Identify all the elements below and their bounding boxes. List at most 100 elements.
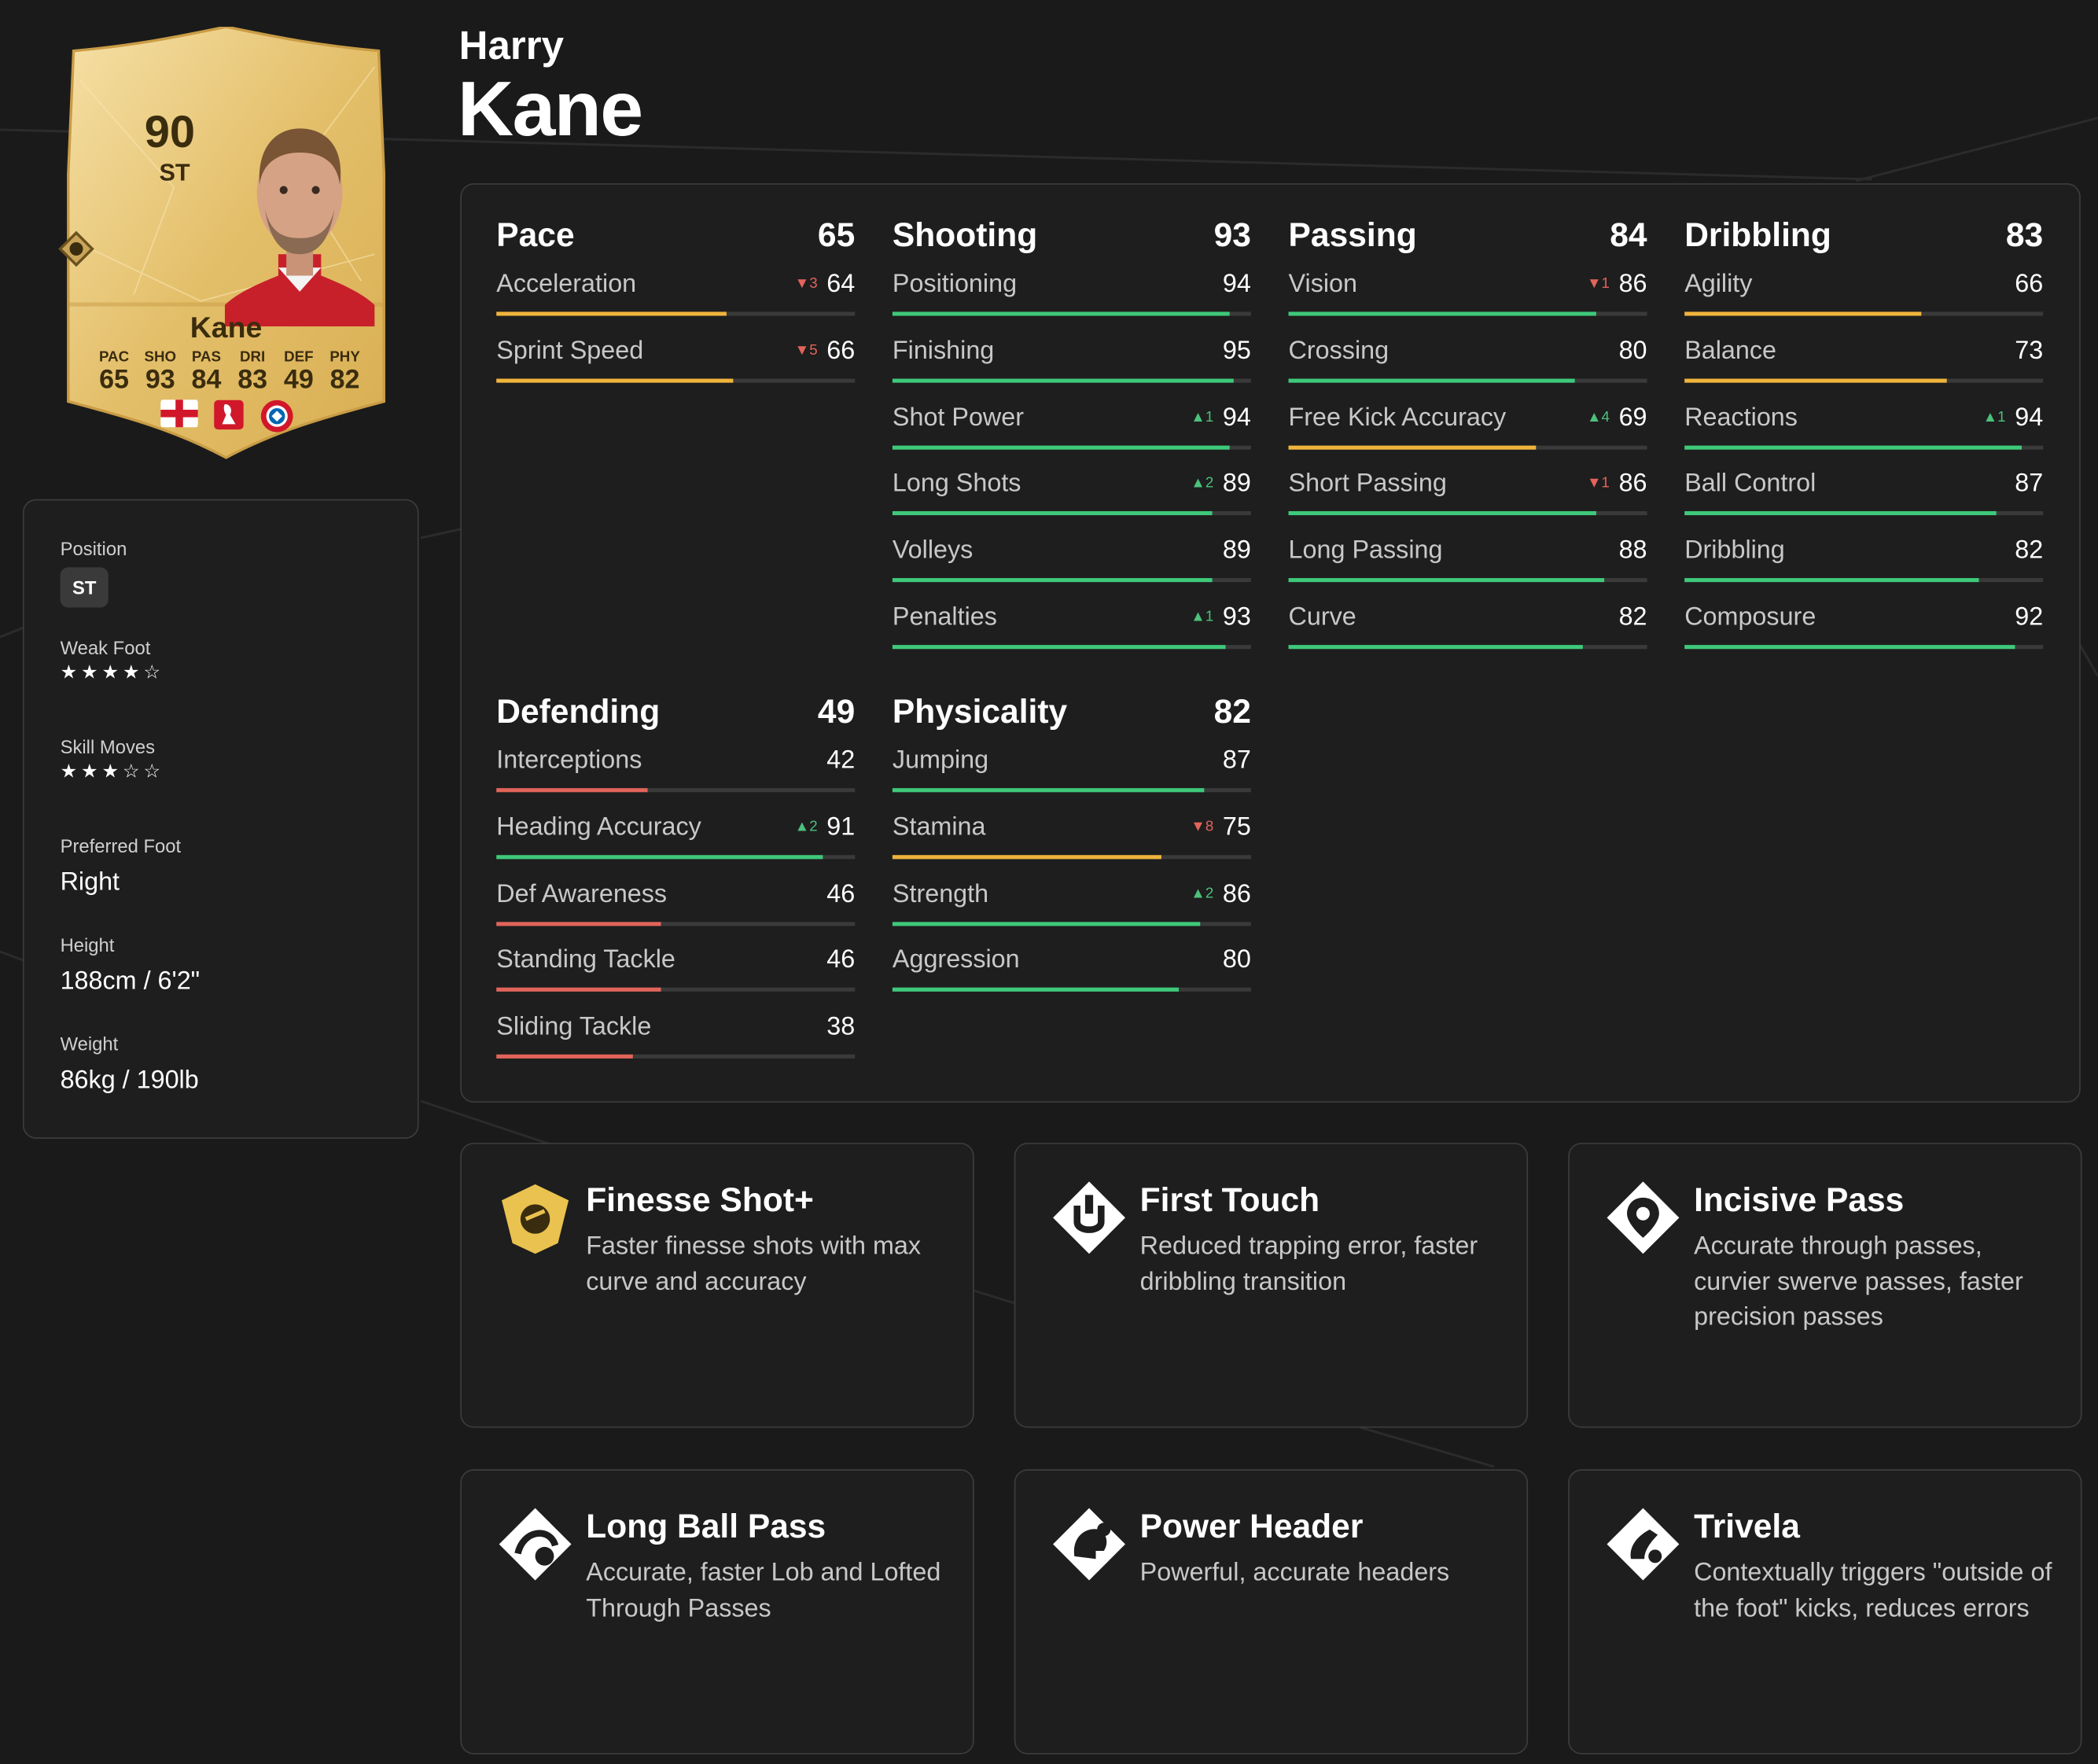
stat-delta: ▲1 — [1191, 408, 1214, 425]
star-empty-icon: ☆ — [123, 760, 144, 782]
playstyle-card-long-ball-pass[interactable]: Long Ball Pass Accurate, faster Lob and L… — [460, 1469, 974, 1755]
stat-category-value: 83 — [2005, 216, 2044, 255]
stat-name: Aggression — [892, 946, 1020, 975]
stat-name: Heading Accuracy — [496, 813, 701, 841]
stat-row-standing-tackle: Standing Tackle 46 — [496, 943, 856, 1010]
stat-name: Shot Power — [892, 403, 1025, 432]
stat-bar-fill — [892, 921, 1202, 926]
stat-value: 87 — [1222, 746, 1251, 775]
stat-bar-track — [892, 988, 1251, 992]
stat-row-jumping: Jumping 87 — [892, 742, 1251, 809]
stat-bar-fill — [1684, 444, 2022, 450]
stat-value: 93 — [1222, 603, 1251, 632]
card-attr-label: DEF — [284, 349, 314, 366]
stat-bar-track — [1684, 311, 2044, 316]
playstyle-title: First Touch — [1139, 1181, 1320, 1220]
card-attr-value: 82 — [329, 365, 360, 395]
stat-category-value: 84 — [1610, 216, 1647, 255]
stat-value: 66 — [2015, 270, 2044, 299]
stat-category-passing: Passing 84 Vision 86 ▼1 Crossing 80 Free Kick A… — [1288, 216, 1647, 666]
stat-bar-fill — [1288, 444, 1537, 450]
star-empty-icon: ☆ — [143, 661, 164, 683]
stat-bar-fill — [1684, 578, 1979, 583]
stat-name: Sliding Tackle — [496, 1013, 652, 1042]
stat-delta: ▲2 — [794, 818, 818, 835]
stat-bar-track — [496, 788, 856, 793]
stat-name: Penalties — [892, 603, 997, 632]
stat-bar-fill — [892, 788, 1205, 793]
stat-name: Finishing — [892, 337, 995, 366]
playstyle-card-trivela[interactable]: Trivela Contextually triggers "outside of… — [1568, 1469, 2082, 1755]
stat-bar-fill — [892, 511, 1212, 516]
stat-name: Free Kick Accuracy — [1288, 403, 1507, 432]
playstyle-card-power-header[interactable]: Power Header Powerful, accurate headers — [1014, 1469, 1529, 1755]
stat-value: 86 — [1222, 879, 1251, 908]
stat-category-name: Pace — [496, 216, 575, 255]
stat-row-ball-control: Ball Control 87 — [1684, 466, 2044, 533]
star-filled-icon: ★ — [60, 661, 82, 683]
stat-category-header: Defending 49 — [496, 693, 855, 731]
preferred-foot-value: Right — [60, 868, 120, 897]
playstyle-card-first-touch[interactable]: First Touch Reduced trapping error, faste… — [1014, 1143, 1529, 1428]
stat-category-name: Passing — [1288, 216, 1417, 255]
card-attr-value: 49 — [283, 365, 314, 395]
stat-row-acceleration: Acceleration 64 ▼3 — [496, 267, 856, 333]
playstyle-card-incisive-pass[interactable]: Incisive Pass Accurate through passes, cu… — [1568, 1143, 2082, 1428]
star-filled-icon: ★ — [60, 760, 82, 782]
weak-foot-stars: ★★★★☆ — [61, 661, 164, 684]
card-attr-sho: SHO 93 — [137, 349, 183, 395]
stat-category-name: Shooting — [892, 216, 1038, 255]
stat-bar-fill — [496, 788, 647, 793]
card-attr-dri: DRI 83 — [230, 349, 276, 395]
card-attr-label: SHO — [144, 349, 177, 366]
stat-bar-track — [892, 578, 1251, 583]
first-touch-icon — [1051, 1179, 1128, 1257]
player-card[interactable]: 90 ST — [53, 27, 399, 463]
playstyle-title: Incisive Pass — [1694, 1181, 1905, 1220]
stat-bar-track — [496, 1055, 856, 1059]
fc-bayern-icon — [260, 400, 293, 433]
stat-bar-fill — [892, 578, 1212, 583]
stat-row-def-awareness: Def Awareness 46 — [496, 876, 856, 943]
stat-value: 89 — [1222, 536, 1251, 565]
playstyle-description: Contextually triggers "outside of the fo… — [1694, 1559, 2052, 1623]
stat-value: 94 — [1222, 270, 1251, 299]
stat-bar-track — [496, 378, 856, 383]
stat-name: Strength — [892, 879, 989, 908]
star-filled-icon: ★ — [101, 661, 123, 683]
stat-name: Long Passing — [1288, 536, 1443, 565]
stat-category-physicality: Physicality 82 Jumping 87 Stamina 75 ▼8 Strengt… — [892, 693, 1251, 1010]
stat-value: 86 — [1618, 470, 1647, 499]
playstyle-card-finesse-shot[interactable]: Finesse Shot+ Faster finesse shots with m… — [460, 1143, 974, 1428]
stat-row-vision: Vision 86 ▼1 — [1288, 267, 1647, 333]
stat-bar-track — [1288, 645, 1647, 650]
stat-name: Balance — [1684, 337, 1777, 366]
stat-row-volleys: Volleys 89 — [892, 533, 1251, 600]
card-attr-pac: PAC 65 — [91, 349, 138, 395]
trivela-icon — [1604, 1505, 1682, 1583]
stat-delta: ▲4 — [1586, 408, 1610, 425]
stat-value: 88 — [1618, 536, 1647, 565]
stat-row-heading-accuracy: Heading Accuracy 91 ▲2 — [496, 809, 856, 876]
stat-name: Volleys — [892, 536, 974, 565]
card-attr-label: PAC — [98, 349, 130, 366]
stat-row-free-kick-accuracy: Free Kick Accuracy 69 ▲4 — [1288, 400, 1647, 466]
england-flag-icon — [160, 400, 198, 428]
stat-bar-track — [892, 854, 1251, 860]
stat-bar-track — [892, 788, 1251, 793]
stat-name: Composure — [1684, 603, 1816, 632]
stat-row-curve: Curve 82 — [1288, 599, 1647, 666]
stat-value: 66 — [826, 337, 856, 366]
stat-row-balance: Balance 73 — [1684, 333, 2044, 400]
stat-name: Agility — [1684, 270, 1753, 299]
stat-value: 87 — [2015, 470, 2044, 499]
stat-name: Short Passing — [1288, 470, 1447, 499]
position-badge: ST — [60, 567, 109, 608]
stat-bar-track — [1684, 444, 2044, 450]
stat-row-aggression: Aggression 80 — [892, 943, 1251, 1010]
playstyle-description: Reduced trapping error, faster dribbling… — [1139, 1232, 1478, 1296]
stat-bar-fill — [892, 311, 1230, 316]
card-flags — [160, 399, 294, 433]
stat-bar-fill — [1684, 645, 2015, 650]
